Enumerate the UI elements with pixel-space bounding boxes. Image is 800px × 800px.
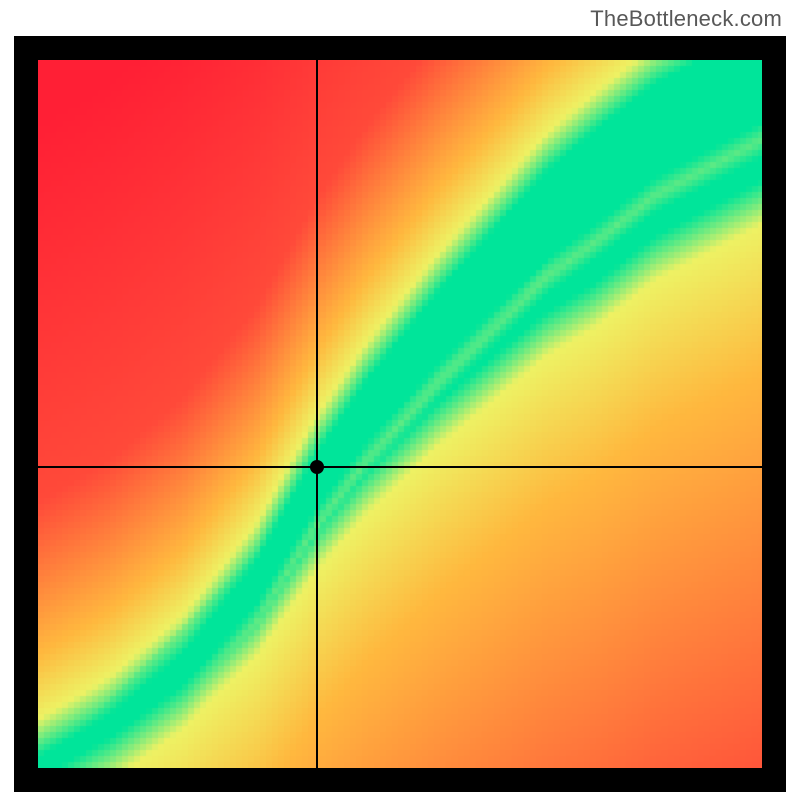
frame-left: [14, 36, 38, 792]
frame-right: [762, 36, 786, 792]
frame-top: [14, 36, 786, 60]
crosshair-horizontal: [38, 466, 762, 468]
attribution-text: TheBottleneck.com: [590, 6, 782, 32]
chart-container: TheBottleneck.com: [0, 0, 800, 800]
crosshair-marker: [310, 460, 324, 474]
heatmap-plot: [38, 60, 762, 768]
frame-bottom: [14, 768, 786, 792]
crosshair-vertical: [316, 60, 318, 768]
